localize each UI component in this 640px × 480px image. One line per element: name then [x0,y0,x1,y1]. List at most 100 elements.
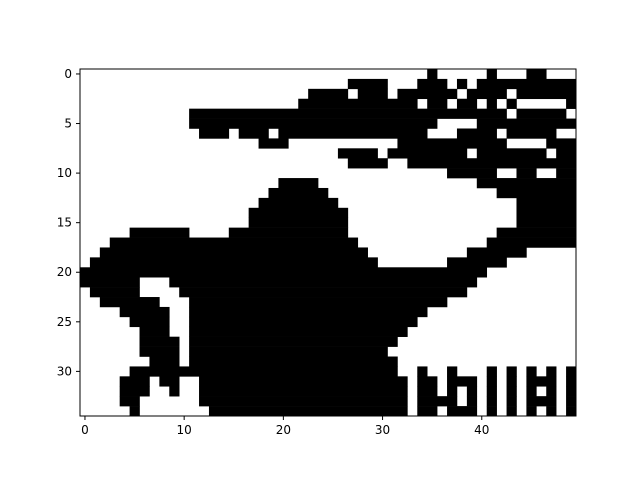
image-cell [228,227,349,238]
image-cell [189,346,388,357]
image-cell [476,178,577,189]
image-cell [99,297,160,308]
image-cell [506,98,517,109]
image-cell [258,197,339,209]
image-cell [447,366,458,377]
image-cell [248,207,349,219]
image-cell [566,366,577,377]
image-cell [199,386,408,397]
image-cell [486,69,497,80]
image-cell [486,376,497,387]
image-cell [447,406,478,417]
image-cell [109,237,359,248]
image-cell [566,386,577,397]
image-cell [456,98,478,109]
image-cell [546,138,577,149]
x-tick-label: 0 [81,423,89,437]
y-tick-label: 15 [57,216,72,230]
image-cell [139,326,170,337]
image-cell [89,257,378,268]
image-cell [417,406,438,417]
image-cell [397,88,458,100]
image-cell [506,396,517,407]
image-cell [189,316,418,328]
image-cell [149,356,180,367]
image-cell [357,88,388,100]
y-tick-label: 20 [57,265,72,279]
image-cell [556,168,577,179]
image-cell [417,386,438,397]
image-cell [466,88,507,100]
image-cell [496,227,577,238]
image-cell [506,366,517,377]
image-cell [347,78,388,90]
image-cell [189,336,398,347]
image-cell [417,396,458,407]
image-cell [407,158,577,169]
image-cell [427,69,438,80]
image-cell [516,168,537,179]
x-tick-label: 20 [276,423,291,437]
image-cell [466,247,527,258]
image-cell [238,128,269,139]
image-cell [129,406,140,417]
image-cell [298,98,418,109]
image-cell [526,406,537,417]
y-tick-label: 25 [57,315,72,329]
y-tick-label: 10 [57,166,72,180]
image-cell [566,98,577,109]
image-cell [447,168,497,179]
image-cell [268,187,329,199]
y-tick-label: 5 [64,117,72,131]
y-axis: 0 5 10 15 20 25 30 [57,67,80,378]
image-cell [119,386,150,397]
image-cell [516,207,577,219]
image-cell [139,336,180,347]
axes-frame [79,68,577,417]
image-cell [417,366,428,377]
image-cell [526,69,547,80]
image-cell [189,306,428,318]
x-tick-label: 10 [177,423,192,437]
image-cell [447,257,507,268]
image-cell [486,406,497,417]
image-cell [199,128,230,139]
image-cell [129,366,398,377]
image-cell [466,396,478,407]
image-cell [347,158,388,169]
image-cell [80,277,140,288]
image-cell [189,326,408,337]
image-cell [119,376,150,387]
image-cell [486,396,497,407]
image-cell [546,366,557,377]
image-cell [80,267,488,278]
image-cell [387,148,468,159]
image-cell [556,148,577,159]
y-tick-label: 30 [57,364,72,378]
image-cell [189,108,507,119]
image-cell [506,406,517,417]
x-axis: 0 10 20 30 40 [81,416,489,437]
image-cell [506,386,517,397]
image-cell [99,247,368,258]
image-cell [447,386,458,397]
image-cells [80,69,577,417]
image-cell [456,128,497,139]
image-cell [516,108,567,119]
image-cell [486,98,497,109]
image-cell [258,138,289,149]
image-cell [397,138,507,149]
image-cell [427,98,448,109]
x-tick-label: 40 [474,423,489,437]
image-cell [139,346,180,357]
image-cell [566,406,577,417]
image-cell [526,386,537,397]
image-cell [506,128,557,139]
image-cell [566,396,577,407]
image-cell [119,306,170,318]
image-cell [248,217,349,228]
image-cell [129,227,190,238]
image-cell [169,386,180,397]
image-cell [89,287,140,298]
